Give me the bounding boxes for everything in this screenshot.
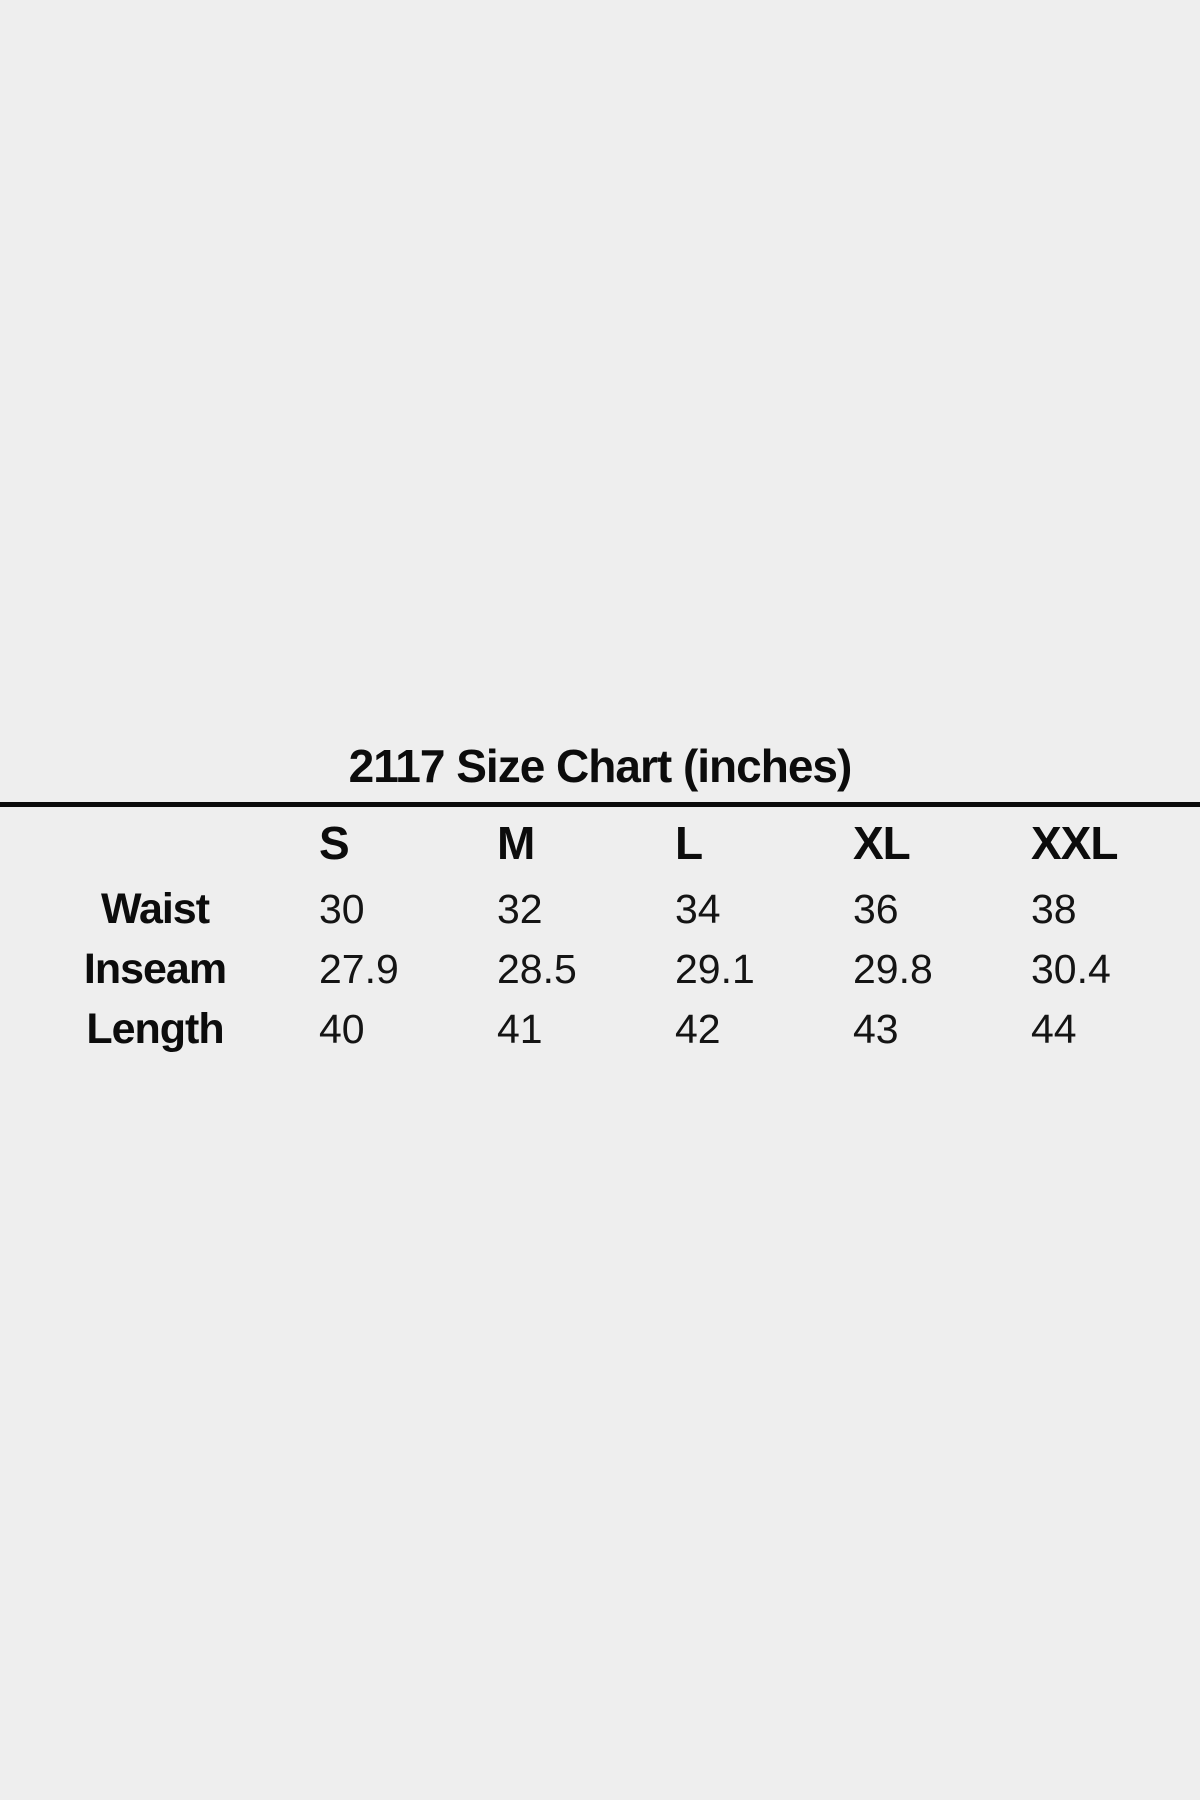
length-value-l: 42 xyxy=(675,1005,721,1052)
column-header-s: S xyxy=(319,817,350,869)
row-label-length: Length xyxy=(86,1004,224,1053)
length-value-xxl: 44 xyxy=(1031,1005,1077,1052)
row-label-inseam: Inseam xyxy=(83,944,227,993)
size-chart-table: S M L XL XXL Waist 30 32 34 36 38 Inseam… xyxy=(0,807,1200,1059)
waist-value-xxl: 38 xyxy=(1031,885,1077,932)
table-row-length: Length 40 41 42 43 44 xyxy=(0,999,1200,1059)
inseam-value-m: 28.5 xyxy=(497,945,577,992)
size-chart-title: 2117 Size Chart (inches) xyxy=(348,740,853,792)
column-header-m: M xyxy=(497,817,535,869)
table-row-waist: Waist 30 32 34 36 38 xyxy=(0,879,1200,939)
title-divider-rule xyxy=(0,802,1200,807)
inseam-value-xl: 29.8 xyxy=(853,945,933,992)
column-header-l: L xyxy=(675,817,703,869)
waist-value-m: 32 xyxy=(497,885,543,932)
inseam-value-l: 29.1 xyxy=(675,945,755,992)
waist-value-l: 34 xyxy=(675,885,721,932)
waist-value-s: 30 xyxy=(319,885,365,932)
corner-cell xyxy=(0,807,310,879)
inseam-value-xxl: 30.4 xyxy=(1031,945,1111,992)
length-value-xl: 43 xyxy=(853,1005,899,1052)
length-value-s: 40 xyxy=(319,1005,365,1052)
row-label-waist: Waist xyxy=(100,884,210,933)
column-header-xl: XL xyxy=(853,817,911,869)
table-row-inseam: Inseam 27.9 28.5 29.1 29.8 30.4 xyxy=(0,939,1200,999)
column-header-xxl: XXL xyxy=(1031,817,1118,869)
size-header-row: S M L XL XXL xyxy=(0,807,1200,879)
waist-value-xl: 36 xyxy=(853,885,899,932)
length-value-m: 41 xyxy=(497,1005,543,1052)
inseam-value-s: 27.9 xyxy=(319,945,399,992)
